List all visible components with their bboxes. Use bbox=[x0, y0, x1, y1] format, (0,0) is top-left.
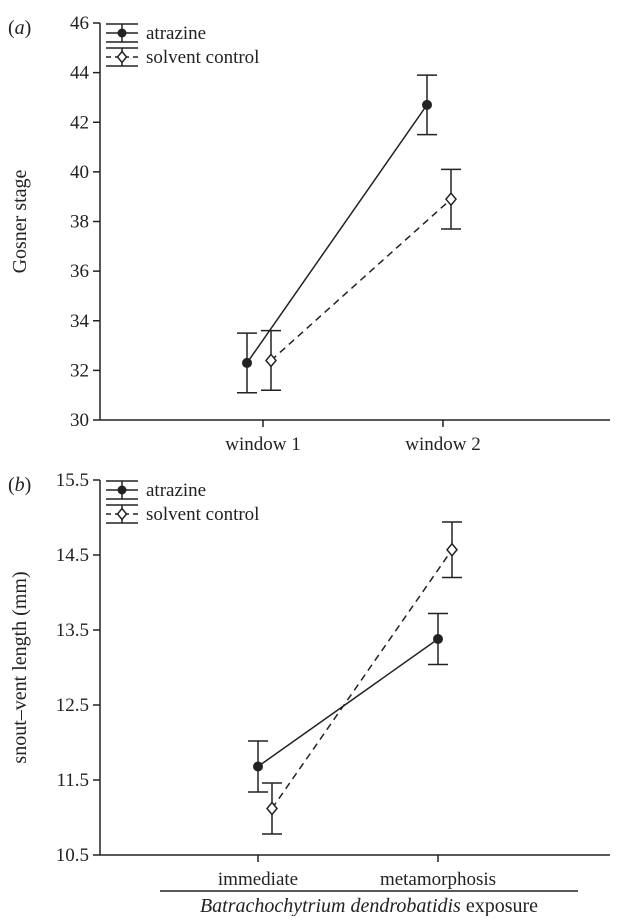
y-tick-label: 15.5 bbox=[56, 470, 89, 491]
y-tick-label: 11.5 bbox=[56, 770, 89, 791]
y-axis-title: Gosner stage bbox=[9, 169, 31, 273]
data-point-solvent-control bbox=[445, 191, 457, 207]
data-point-solvent-control bbox=[266, 801, 278, 816]
legend-label: solvent control bbox=[146, 47, 259, 68]
panel-label: (a) bbox=[8, 17, 31, 39]
legend-entry-solvent-control: solvent control bbox=[106, 504, 259, 525]
y-tick-label: 44 bbox=[70, 63, 90, 84]
data-point-solvent-control bbox=[265, 353, 277, 368]
x-tick-label: metamorphosis bbox=[380, 869, 496, 890]
legend-entry-solvent-control: solvent control bbox=[106, 47, 259, 68]
x-axis-title-italic: Batrachochytrium dendrobatidis bbox=[200, 895, 461, 916]
data-point-atrazine bbox=[422, 99, 432, 110]
y-tick-label: 38 bbox=[70, 212, 89, 233]
legend-label: solvent control bbox=[146, 504, 259, 525]
data-point-solvent-control bbox=[446, 542, 458, 557]
x-tick-label: window 2 bbox=[405, 434, 480, 455]
y-tick-label: 10.5 bbox=[56, 845, 89, 866]
y-tick-label: 40 bbox=[70, 162, 89, 183]
y-tick-label: 42 bbox=[70, 112, 89, 133]
series-line-solvent-control bbox=[271, 549, 453, 809]
y-tick-label: 14.5 bbox=[56, 545, 89, 566]
series-line-atrazine bbox=[257, 638, 439, 768]
y-tick-label: 46 bbox=[70, 13, 89, 34]
y-tick-label: 30 bbox=[70, 410, 89, 431]
data-point-atrazine bbox=[253, 761, 263, 772]
x-axis-title: Batrachochytrium dendrobatidis exposure bbox=[200, 895, 538, 916]
legend-entry-atrazine: atrazine bbox=[106, 480, 206, 501]
legend-label: atrazine bbox=[146, 480, 206, 501]
y-tick-label: 36 bbox=[70, 261, 89, 282]
panel-label: (b) bbox=[8, 474, 31, 496]
legend-entry-atrazine: atrazine bbox=[106, 23, 206, 44]
x-tick-label: window 1 bbox=[225, 434, 300, 455]
x-tick-label: immediate bbox=[218, 869, 298, 890]
y-tick-label: 32 bbox=[70, 360, 89, 381]
data-point-atrazine bbox=[242, 357, 252, 368]
y-tick-label: 12.5 bbox=[56, 695, 89, 716]
y-tick-label: 34 bbox=[70, 311, 90, 332]
y-tick-label: 13.5 bbox=[56, 620, 89, 641]
chart-panel-a: 30 32 34 36 38 40 42 44 46 window 1 window 2 Gosner… bbox=[8, 13, 610, 455]
data-point-atrazine bbox=[433, 634, 443, 644]
legend-label: atrazine bbox=[146, 23, 206, 44]
x-axis-title-rest: exposure bbox=[461, 895, 538, 916]
series-line-solvent-control bbox=[270, 198, 452, 362]
chart-panel-b: 10.5 11.5 12.5 13.5 14.5 15.5 immediate metamor… bbox=[8, 470, 610, 890]
y-axis-title: snout–vent length (mm) bbox=[9, 571, 31, 763]
series-line-atrazine bbox=[246, 104, 428, 364]
